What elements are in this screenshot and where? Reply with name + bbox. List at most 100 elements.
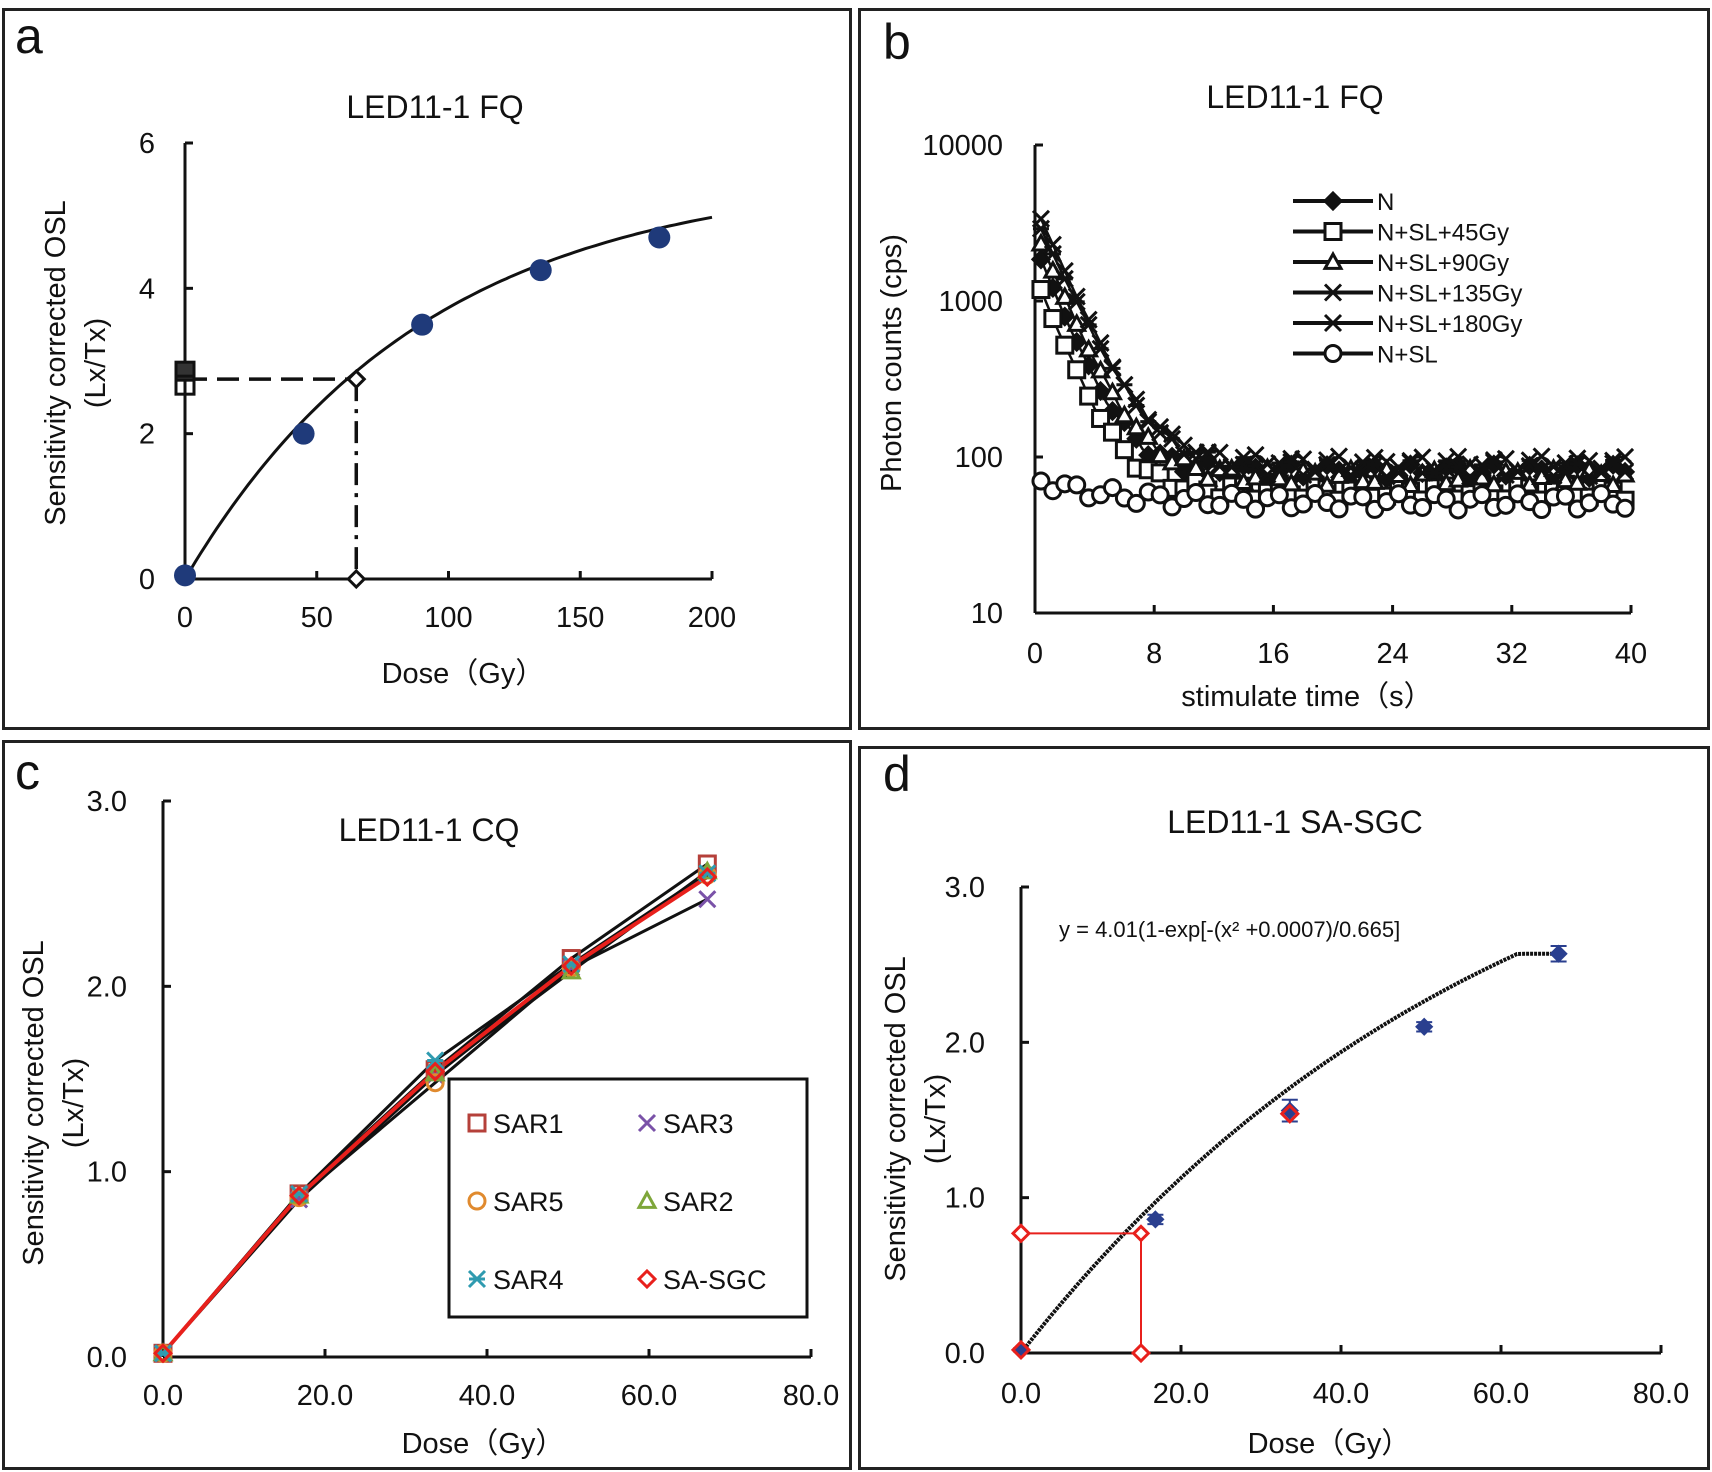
legend-label: SAR4 (493, 1265, 564, 1295)
series-point (1244, 466, 1267, 486)
data-point (1415, 1017, 1434, 1036)
legend-label: SAR3 (663, 1109, 734, 1139)
panel-c: c 0.0 20.0 40.0 60.0 80.0 0.0 1.0 2.0 3.0 LED11-1… (2, 740, 852, 1470)
y-tick-label: 2.0 (87, 971, 127, 1003)
series-point (1269, 485, 1289, 505)
y-tick-label: 6 (139, 128, 155, 160)
series-point (1293, 494, 1313, 514)
legend-marker (637, 1113, 657, 1133)
series-point (1126, 493, 1146, 513)
series-point (1031, 280, 1051, 300)
legend-label: SAR1 (493, 1109, 564, 1139)
series-point (1042, 259, 1064, 279)
chart-title: LED11-1 FQ (346, 89, 523, 125)
x-axis-label: Dose（Gy） (1248, 1428, 1411, 1460)
x-axis-label: Dose（Gy） (402, 1428, 565, 1460)
x-tick-label: 40.0 (459, 1380, 515, 1412)
y-axis-label: Photon counts (cps) (876, 234, 908, 492)
series-point (1115, 375, 1134, 394)
series-point (1079, 386, 1099, 406)
series-point (1055, 335, 1075, 355)
x-tick-label: 200 (688, 602, 736, 634)
series-point (1448, 500, 1468, 520)
series-point (1198, 443, 1217, 462)
y-tick-label: 10 (971, 598, 1003, 630)
series-point (1222, 458, 1241, 477)
panel-a-label: a (15, 8, 43, 64)
panel-a: a 0 50 100 150 200 0 2 4 6 LED11-1 FQ Dose（Gy） Sens… (2, 8, 852, 730)
series-point (1615, 447, 1635, 466)
x-tick-label: 0.0 (143, 1380, 183, 1412)
series-point (1483, 473, 1505, 493)
series-point (1399, 474, 1422, 494)
legend-label: SAR5 (493, 1187, 564, 1217)
x-tick-label: 8 (1146, 638, 1162, 670)
legend-marker (1323, 313, 1343, 333)
series-point (697, 866, 718, 888)
series-point (1186, 483, 1206, 503)
series-point (1102, 478, 1122, 498)
legend-marker (1322, 250, 1344, 270)
data-point (1146, 1210, 1165, 1229)
data-point (411, 313, 434, 336)
legend-box (447, 1077, 809, 1319)
legend-label: N+SL (1377, 342, 1438, 369)
x-tick-label: 50 (301, 602, 333, 634)
y-tick-label: 4 (139, 273, 155, 305)
series-point (1091, 339, 1110, 358)
series-point (425, 1073, 445, 1093)
fit-curve (1019, 951, 1565, 1355)
series-point (1591, 484, 1611, 504)
series-point (1197, 467, 1219, 487)
x-tick-label: 80.0 (1633, 1378, 1689, 1410)
y-tick-label: 1.0 (87, 1157, 127, 1189)
series-point (152, 1343, 174, 1364)
series-point (1520, 451, 1539, 470)
series-point (1127, 396, 1146, 415)
series-point (1532, 500, 1552, 520)
series-point (1031, 471, 1051, 491)
series-point (1043, 244, 1062, 263)
y-tick-label: 2 (139, 419, 155, 451)
series-point (1306, 460, 1325, 479)
x-tick-label: 24 (1376, 638, 1408, 670)
series-point (1113, 404, 1135, 424)
series-point (1246, 499, 1266, 519)
series-point (153, 1344, 173, 1363)
x-tick-label: 80.0 (783, 1380, 839, 1412)
de-intersection-marker (1131, 1224, 1151, 1243)
series-point (288, 1185, 310, 1206)
y-tick-label: 10000 (922, 130, 1003, 162)
series-point (1055, 269, 1074, 288)
de-axis-marker (346, 568, 367, 590)
x-tick-label: 150 (556, 602, 604, 634)
legend-label: SA-SGC (663, 1265, 767, 1295)
x-tick-label: 60.0 (1473, 1378, 1529, 1410)
series-point (1054, 285, 1076, 305)
series-point (1496, 495, 1516, 515)
fit-equation: y = 4.01(1-exp[-(x² +0.0007)/0.665] (1059, 917, 1400, 942)
series-point (1079, 315, 1098, 334)
natural-signal-marker (1010, 1223, 1032, 1244)
x-tick-label: 20.0 (1153, 1378, 1209, 1410)
legend-marker (1323, 283, 1343, 302)
series-point (1210, 495, 1230, 515)
series-point (1149, 444, 1171, 464)
data-point (1549, 944, 1568, 963)
y-tick-label: 1000 (938, 286, 1003, 318)
chart-a: 0 50 100 150 200 0 2 4 6 LED11-1 FQ Dose（Gy） Sensit… (40, 89, 736, 690)
panel-c-label: c (15, 744, 40, 800)
y-tick-label: 0.0 (945, 1338, 985, 1370)
y-axis-label: Sensitivity corrected OSL (880, 956, 912, 1282)
series-point (1246, 456, 1265, 475)
series-point (1449, 457, 1468, 476)
x-tick-label: 0 (177, 602, 193, 634)
series-point (698, 890, 717, 909)
sgc-point (1010, 1339, 1032, 1361)
x-tick-label: 0.0 (1001, 1378, 1041, 1410)
x-tick-label: 60.0 (621, 1380, 677, 1412)
data-point (648, 226, 671, 249)
legend-marker (467, 1113, 487, 1133)
series-point (1412, 497, 1432, 517)
series-point (1555, 486, 1575, 506)
